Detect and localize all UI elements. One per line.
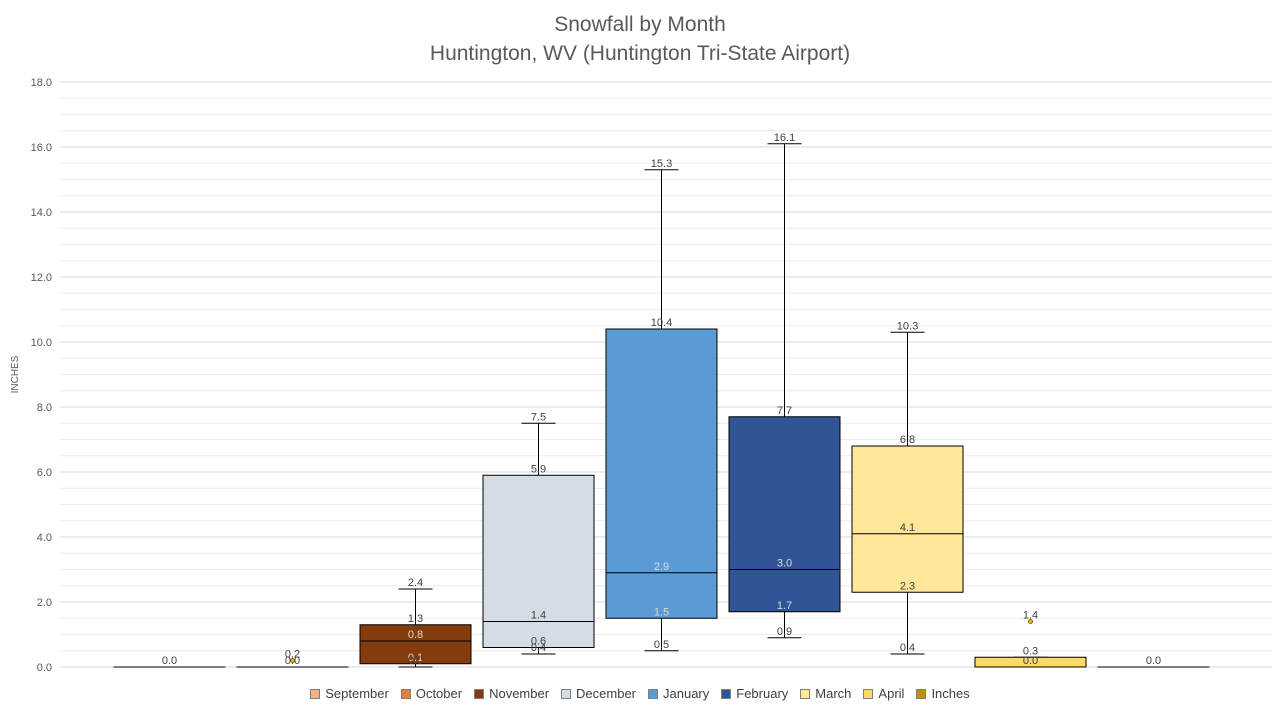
legend-item-april: April (863, 686, 904, 701)
chart-title-block: Snowfall by Month Huntington, WV (Huntin… (0, 10, 1280, 68)
legend-label: December (576, 686, 637, 701)
october-data-label: 0.0 (285, 655, 300, 667)
april-data-label: 0.0 (1023, 655, 1038, 667)
january-data-label: 2.9 (654, 561, 669, 573)
january-data-label: 1.5 (654, 606, 669, 618)
legend-label: April (878, 686, 905, 701)
y-tick-label: 14.0 (31, 207, 52, 219)
january-data-label: 0.5 (654, 639, 669, 651)
january-data-label: 10.4 (651, 317, 672, 329)
legend-item-december: December (561, 686, 636, 701)
chart-subtitle: Huntington, WV (Huntington Tri-State Air… (429, 42, 851, 65)
y-tick-label: 12.0 (31, 272, 52, 284)
november-data-label: 0.1 (408, 652, 423, 664)
legend-item-march: March (800, 686, 851, 701)
inches-data-label: 0.0 (1146, 655, 1161, 667)
march-data-label: 2.3 (900, 580, 915, 592)
november-data-label: 2.4 (408, 577, 423, 589)
y-tick-label: 2.0 (37, 597, 52, 609)
march-box (851, 445, 964, 593)
legend-swatch (721, 688, 732, 699)
february-data-label: 0.9 (777, 626, 792, 638)
legend-item-january: January (648, 686, 709, 701)
november-data-label: 0.8 (408, 629, 423, 641)
november-data-label: 1.3 (408, 613, 423, 625)
december-data-label: 0.6 (531, 636, 546, 648)
march-data-label: 4.1 (900, 522, 915, 534)
legend-swatch (561, 688, 572, 699)
december-data-label: 0.4 (531, 642, 546, 654)
september-data-label: 0.0 (162, 655, 177, 667)
february-data-label: 3.0 (777, 558, 792, 570)
legend-swatch (310, 688, 321, 699)
january-box (605, 328, 718, 619)
legend-swatch (800, 688, 811, 699)
chart-legend: September October November December January F… (0, 686, 1280, 701)
y-tick-label: 10.0 (31, 337, 52, 349)
y-tick-label: 18.0 (31, 77, 52, 89)
legend-label: February (736, 686, 789, 701)
march-data-label: 6.8 (900, 434, 915, 446)
y-axis-title: INCHES (10, 355, 21, 393)
december-data-label: 7.5 (531, 411, 546, 423)
legend-label: September (325, 686, 389, 701)
april-outlier-point (1028, 619, 1033, 624)
y-tick-label: 8.0 (37, 402, 52, 414)
february-data-label: 16.1 (774, 132, 795, 144)
october-data-label: 0.2 (285, 649, 300, 661)
december-data-label: 5.9 (531, 463, 546, 475)
february-box (728, 416, 841, 613)
february-data-label: 1.7 (777, 600, 792, 612)
chart-title: Snowfall by Month (554, 13, 726, 36)
legend-item-october: October (400, 686, 463, 701)
y-tick-label: 0.0 (37, 662, 52, 674)
march-data-label: 0.4 (900, 642, 915, 654)
january-data-label: 15.3 (651, 158, 672, 170)
legend-item-november: November (474, 686, 549, 701)
april-data-label: 0.3 (1023, 645, 1038, 657)
legend-item-february: February (721, 686, 788, 701)
december-box (482, 474, 595, 648)
legend-label: November (489, 686, 550, 701)
legend-label: October (415, 686, 463, 701)
legend-swatch (474, 688, 485, 699)
legend-swatch (863, 688, 874, 699)
y-tick-label: 4.0 (37, 532, 52, 544)
legend-label: March (815, 686, 852, 701)
y-tick-label: 6.0 (37, 467, 52, 479)
october-outlier-point (290, 658, 295, 663)
march-data-label: 10.3 (897, 320, 918, 332)
legend-label: Inches (931, 686, 970, 701)
legend-item-inches: Inches (916, 686, 970, 701)
legend-swatch (400, 688, 411, 699)
february-data-label: 7.7 (777, 405, 792, 417)
legend-item-september: September (310, 686, 389, 701)
november-box (359, 624, 472, 665)
december-data-label: 1.4 (531, 610, 546, 622)
legend-swatch (916, 688, 927, 699)
november-data-label: 0.0 (408, 655, 423, 667)
legend-swatch (648, 688, 659, 699)
april-data-label: 1.4 (1023, 610, 1038, 622)
y-tick-label: 16.0 (31, 142, 52, 154)
legend-label: January (663, 686, 710, 701)
